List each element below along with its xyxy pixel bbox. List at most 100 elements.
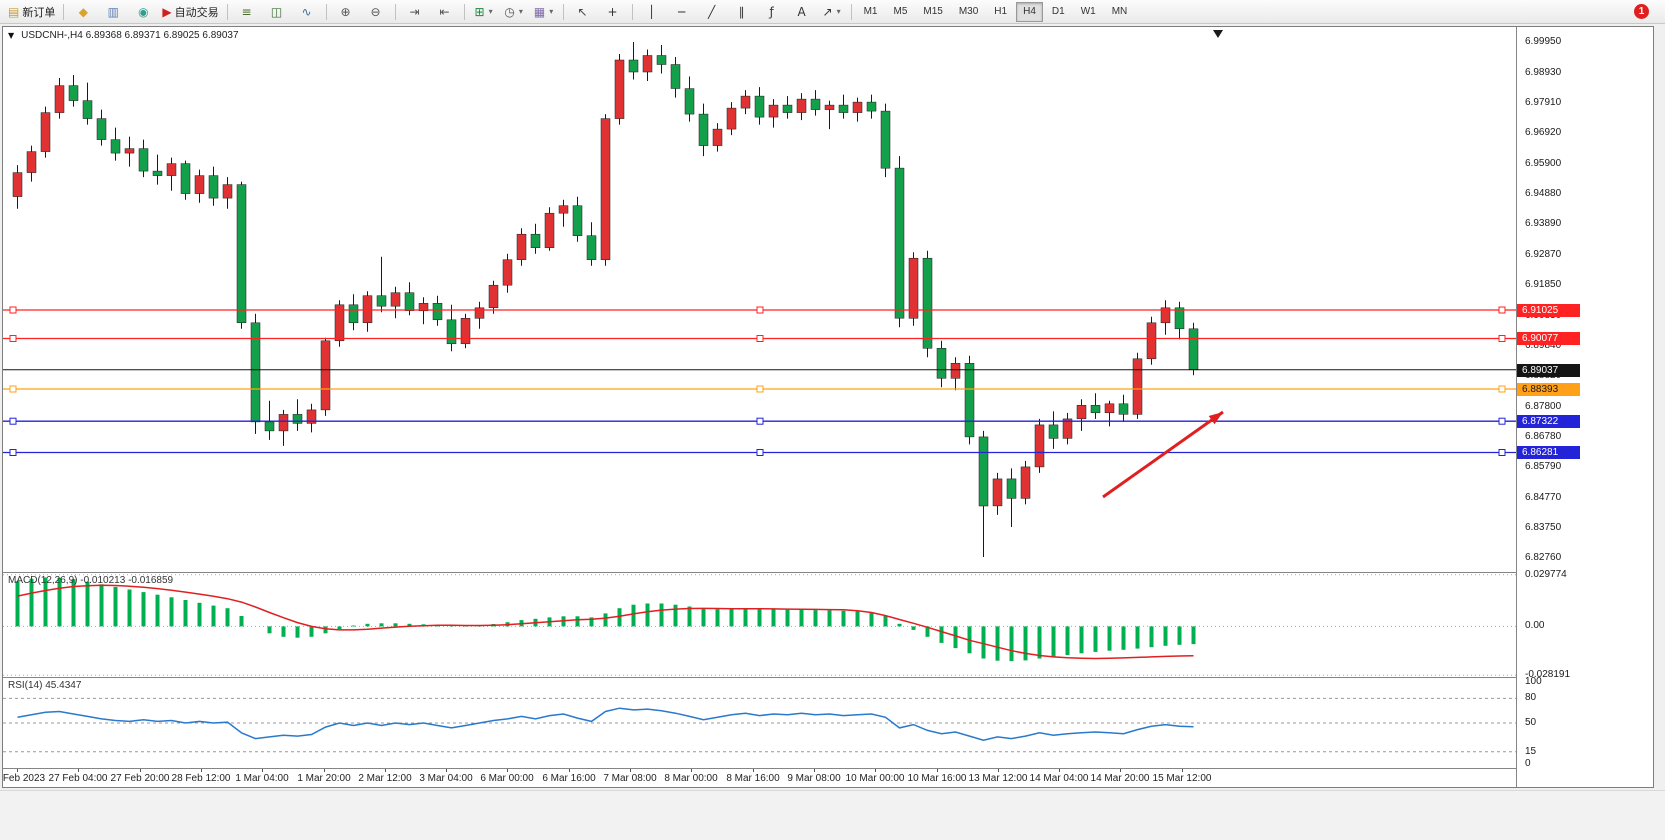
macd-axis-label: 0.029774 [1525,569,1567,580]
auto-scroll-icon: ⇥ [409,4,420,19]
line-handle[interactable] [9,306,17,314]
zoom-in-button[interactable]: ⊕ [331,1,361,23]
candlestick-chart-button[interactable]: ◫ [262,1,292,23]
line-handle[interactable] [1498,335,1506,342]
line-handle[interactable] [756,306,764,314]
status-bar [0,790,1665,840]
auto-scroll-button[interactable]: ⇥ [400,1,430,23]
chart-shift-button[interactable]: ⇤ [430,1,460,23]
chart-shift-marker-icon[interactable] [1213,30,1223,38]
price-axis-label: 6.98930 [1525,67,1562,78]
time-tick [1059,769,1060,772]
strategy-tester-button[interactable]: ◉ [128,1,158,23]
price-level-line[interactable] [3,335,1516,342]
timeframe-button-w1[interactable]: W1 [1080,6,1096,17]
candle [26,145,37,182]
macd-label: MACD(12,26,9) -0.010213 -0.016859 [8,575,174,586]
arrow-annotation[interactable] [1102,410,1224,499]
candle [180,160,191,200]
candle [1006,468,1017,527]
macd-plot[interactable] [3,573,1516,677]
timeframe-button-h1[interactable]: H1 [994,6,1008,17]
trendline-button[interactable]: ╱ [697,1,727,23]
timeframe-button-mn[interactable]: MN [1111,6,1128,17]
price-axis[interactable]: 6.99950 6.98930 6.97910 6.96920 6.95900 6.948… [1516,27,1653,787]
line-handle[interactable] [9,417,17,425]
horizontal-line-button[interactable]: ─ [667,1,697,23]
timeframe-button-h4[interactable]: H4 [1016,1,1043,22]
timeframe-button-d1[interactable]: D1 [1051,6,1065,17]
line-handle[interactable] [756,335,764,342]
line-handle[interactable] [1498,449,1506,456]
price-axis-label: 6.97910 [1525,97,1562,108]
line-handle[interactable] [1498,417,1506,425]
main-chart-panel[interactable]: ▼ USDCNH-,H4 6.89368 6.89371 6.89025 6.8… [3,27,1516,573]
candle [992,472,1003,515]
candle [698,103,709,157]
line-handle[interactable] [9,385,17,393]
text-button[interactable]: A [787,1,817,23]
line-handle[interactable] [756,385,764,393]
rsi-axis-label: 50 [1525,717,1537,728]
price-axis-label: 6.95900 [1525,158,1562,169]
toolbar: ▤ 新订单 ◆ ▥ ◉ ▶ 自动交易 ≡ ◫ ∿ ⊕ ⊖ ⇥ ⇤ ⊞ ▾ ◷ ▾ ▦ ▾ ↖ + │ ─ ╱ ∥ ƒ A ↗ ▾ M1 M5 M… [0,0,1665,24]
line-handle[interactable] [1498,306,1506,314]
symbol-menu-icon[interactable]: ▼ [8,31,15,40]
indicators-button[interactable]: ⊞ ▾ [469,1,499,23]
candle [782,96,793,119]
time-axis-label: 15 Mar 12:00 [1152,773,1212,784]
market-watch-button[interactable]: ▥ [98,1,128,23]
candle [1020,460,1031,505]
toolbar-separator [850,3,852,20]
zoom-out-button[interactable]: ⊖ [361,1,391,23]
line-handle[interactable] [9,335,17,342]
timeframe-button-m5[interactable]: M5 [893,6,908,17]
time-tick [753,769,754,772]
crosshair-button[interactable]: + [598,1,628,23]
periods-button[interactable]: ◷ ▾ [499,1,529,23]
candle [796,93,807,121]
candle [222,177,233,209]
arrows-button[interactable]: ↗ ▾ [817,1,847,23]
candle [922,250,933,358]
vertical-line-icon: │ [647,4,656,19]
metaeditor-button[interactable]: ◆ [68,1,98,23]
rsi-plot[interactable] [3,678,1516,768]
notification-badge[interactable]: 1 [1634,4,1649,19]
candle [628,42,639,80]
rsi-panel[interactable]: RSI(14) 45.4347 [3,678,1516,769]
new-order-button[interactable]: ▤ 新订单 [4,1,59,23]
autotrading-button[interactable]: ▶ 自动交易 [158,1,222,23]
candle [306,403,317,433]
timeframe-button-m30[interactable]: M30 [958,6,979,17]
toolbar-separator [63,3,65,20]
price-level-line[interactable] [3,449,1516,456]
templates-button[interactable]: ▦ ▾ [529,1,559,23]
price-axis-label: 6.96920 [1525,127,1562,138]
timeframe-button-m1[interactable]: M1 [863,6,878,17]
candle [82,82,93,125]
time-tick [875,769,876,772]
candle [1062,412,1073,445]
candle [586,222,597,266]
macd-panel[interactable]: MACD(12,26,9) -0.010213 -0.016859 [3,573,1516,678]
bar-chart-button[interactable]: ≡ [232,1,262,23]
vertical-line-button[interactable]: │ [637,1,667,23]
cursor-button[interactable]: ↖ [568,1,598,23]
line-handle[interactable] [756,449,764,456]
time-axis-label: 13 Mar 12:00 [968,773,1028,784]
price-level-line[interactable] [3,306,1516,314]
line-handle[interactable] [9,449,17,456]
price-level-line[interactable] [3,417,1516,425]
timeframe-button-m15[interactable]: M15 [923,6,943,17]
rsi-axis-label: 0 [1525,758,1531,769]
line-handle[interactable] [1498,385,1506,393]
line-handle[interactable] [756,417,764,425]
candlestick-plot[interactable] [3,27,1516,572]
candle [950,357,961,391]
line-chart-button[interactable]: ∿ [292,1,322,23]
fibonacci-button[interactable]: ƒ [757,1,787,23]
price-level-line[interactable] [3,385,1516,393]
channel-button[interactable]: ∥ [727,1,757,23]
